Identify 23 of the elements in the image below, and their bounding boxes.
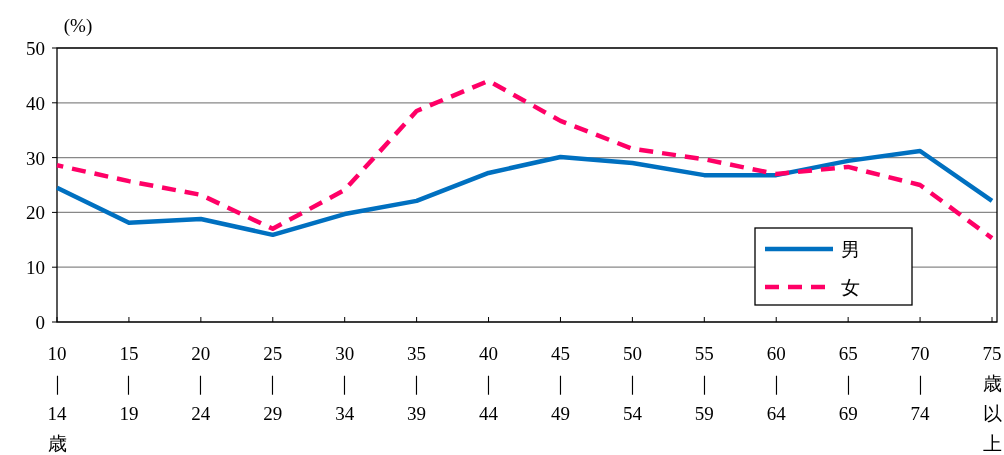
legend-label: 男	[841, 239, 860, 260]
x-tick-label: 10｜14歳	[47, 343, 67, 454]
x-tick-label: 65｜69	[838, 343, 858, 424]
x-tick-label: 45｜49	[550, 343, 570, 424]
x-tick-label: 25｜29	[263, 343, 283, 424]
x-tick-label: 70｜74	[910, 343, 931, 424]
y-tick-label: 20	[26, 202, 45, 224]
x-tick-label: 35｜39	[407, 343, 427, 424]
legend-label: 女	[841, 277, 860, 298]
y-axis-title: (%)	[63, 15, 93, 37]
x-tick-label: 50｜54	[622, 343, 643, 424]
x-tick-label: 40｜44	[479, 343, 499, 424]
y-tick-label: 10	[26, 257, 45, 279]
y-tick-label: 30	[26, 147, 45, 169]
x-tick-label: 30｜34	[335, 343, 355, 424]
x-tick-label: 75歳以上	[982, 343, 1002, 454]
x-tick-label: 20｜24	[191, 343, 211, 424]
y-tick-label: 50	[26, 38, 45, 59]
x-tick-label: 60｜64	[766, 343, 787, 424]
y-tick-label: 0	[35, 312, 45, 333]
y-tick-label: 40	[26, 92, 45, 114]
x-tick-label: 55｜59	[694, 343, 714, 424]
x-tick-label: 15｜19	[119, 343, 139, 424]
